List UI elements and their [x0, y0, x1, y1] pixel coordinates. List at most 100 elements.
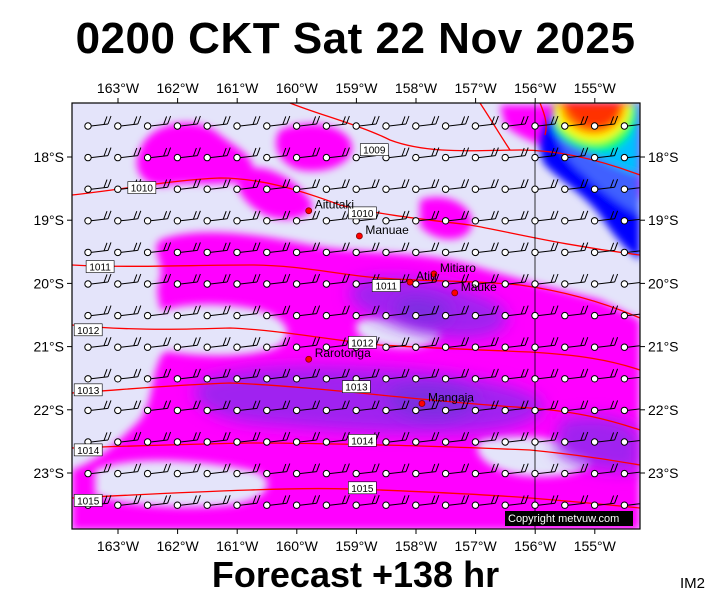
map-plot-area: 1009 1010 1010 1011 1011 1012 1012 1013 1013 1014… — [72, 103, 640, 529]
wind-barb — [561, 273, 589, 288]
wind-barb — [203, 305, 231, 320]
wind-barb — [382, 463, 410, 478]
wind-barb — [471, 495, 499, 509]
wind-barb — [561, 368, 589, 383]
lon-label-top: 160°W — [276, 80, 319, 96]
wind-barb — [590, 400, 619, 415]
wind-barb — [292, 463, 321, 478]
isobar-label: 1009 — [359, 143, 389, 157]
wind-barb — [114, 337, 142, 351]
wind-barb — [501, 115, 529, 130]
wind-barb — [263, 147, 291, 162]
wind-barb — [590, 305, 619, 320]
wind-barb — [590, 115, 619, 130]
place-dot — [355, 232, 363, 240]
lon-label-bottom: 163°W — [97, 538, 140, 554]
place-name: Manuae — [365, 223, 409, 237]
wind-barb — [382, 337, 410, 351]
wind-barb — [620, 375, 640, 383]
wind-barb — [471, 400, 499, 415]
place-dot — [430, 270, 438, 278]
isobar-label: 1011 — [371, 279, 401, 293]
wind-barb — [382, 368, 410, 383]
isobar-label: 1013 — [342, 380, 371, 394]
lon-label-top: 159°W — [335, 80, 378, 96]
place-dot — [418, 400, 426, 407]
wind-barb — [322, 242, 350, 257]
wind-barb — [412, 305, 440, 320]
wind-barb — [233, 495, 261, 509]
wind-barb — [531, 273, 559, 288]
lat-label-right: 22°S — [648, 402, 679, 418]
lon-label-bottom: 161°W — [216, 538, 259, 554]
wind-barb — [412, 115, 440, 130]
wind-barb — [203, 273, 231, 288]
wind-barb — [263, 179, 291, 193]
wind-barb — [501, 368, 529, 383]
wind-barb — [233, 242, 261, 257]
wind-barb — [84, 368, 112, 383]
isobar-value: 1013 — [77, 386, 100, 397]
isobar-value: 1014 — [351, 436, 374, 447]
wind-barb — [114, 147, 142, 162]
wind-barb — [352, 242, 380, 257]
wind-barb — [471, 337, 499, 351]
wind-barb — [561, 210, 589, 225]
isobar-value: 1015 — [77, 496, 100, 507]
wind-barb — [114, 463, 142, 478]
wind-barb — [292, 273, 321, 288]
wind-barb — [263, 273, 291, 288]
lon-label-bottom: 159°W — [335, 538, 378, 554]
wind-barb — [531, 400, 559, 415]
wind-barb — [531, 368, 559, 383]
wind-barb — [263, 368, 291, 383]
wind-barb — [620, 280, 640, 288]
wind-barb — [292, 179, 321, 193]
wind-barb — [173, 179, 201, 193]
wind-barb — [114, 210, 142, 225]
wind-barb — [84, 305, 112, 320]
wind-barb — [441, 431, 470, 446]
wind-barb — [292, 368, 321, 383]
wind-barb — [501, 305, 529, 320]
wind-barb — [501, 431, 529, 446]
wind-barb — [412, 242, 440, 257]
wind-barb — [441, 400, 470, 415]
wind-barb — [471, 368, 499, 383]
heavy-rain-cell — [540, 103, 640, 260]
wind-barb — [173, 115, 201, 130]
isobar-label: 1010 — [348, 206, 377, 220]
wind-barb — [531, 242, 559, 257]
wind-barb — [143, 495, 172, 509]
wind-barb — [441, 147, 470, 162]
lat-label-right: 21°S — [648, 339, 679, 355]
lon-label-top: 161°W — [216, 80, 259, 96]
wind-barb — [620, 217, 640, 225]
wind-barb — [84, 273, 112, 288]
wind-barb — [173, 210, 201, 225]
wind-barb — [203, 400, 231, 415]
place-name: Mangaia — [428, 390, 474, 404]
lat-label-left: 23°S — [33, 465, 64, 481]
wind-barb — [471, 210, 499, 225]
isobar-value: 1011 — [89, 263, 111, 274]
lat-label-right: 18°S — [648, 149, 679, 165]
wind-barb — [143, 368, 172, 383]
wind-barb — [233, 337, 261, 351]
wind-barb — [322, 400, 350, 415]
wind-barb — [203, 147, 231, 162]
wind-barb — [620, 343, 640, 351]
wind-barb — [173, 305, 201, 320]
wind-barb — [114, 431, 142, 446]
isobar-value: 1009 — [363, 146, 386, 157]
isobar-value: 1010 — [351, 209, 374, 220]
lat-label-left: 20°S — [33, 275, 64, 291]
wind-barb — [84, 337, 112, 351]
wind-barb — [531, 463, 559, 478]
lon-label-top: 156°W — [514, 80, 557, 96]
place-marker: Atiu — [406, 269, 437, 286]
wind-barb — [590, 147, 619, 162]
wind-barb — [263, 115, 291, 130]
